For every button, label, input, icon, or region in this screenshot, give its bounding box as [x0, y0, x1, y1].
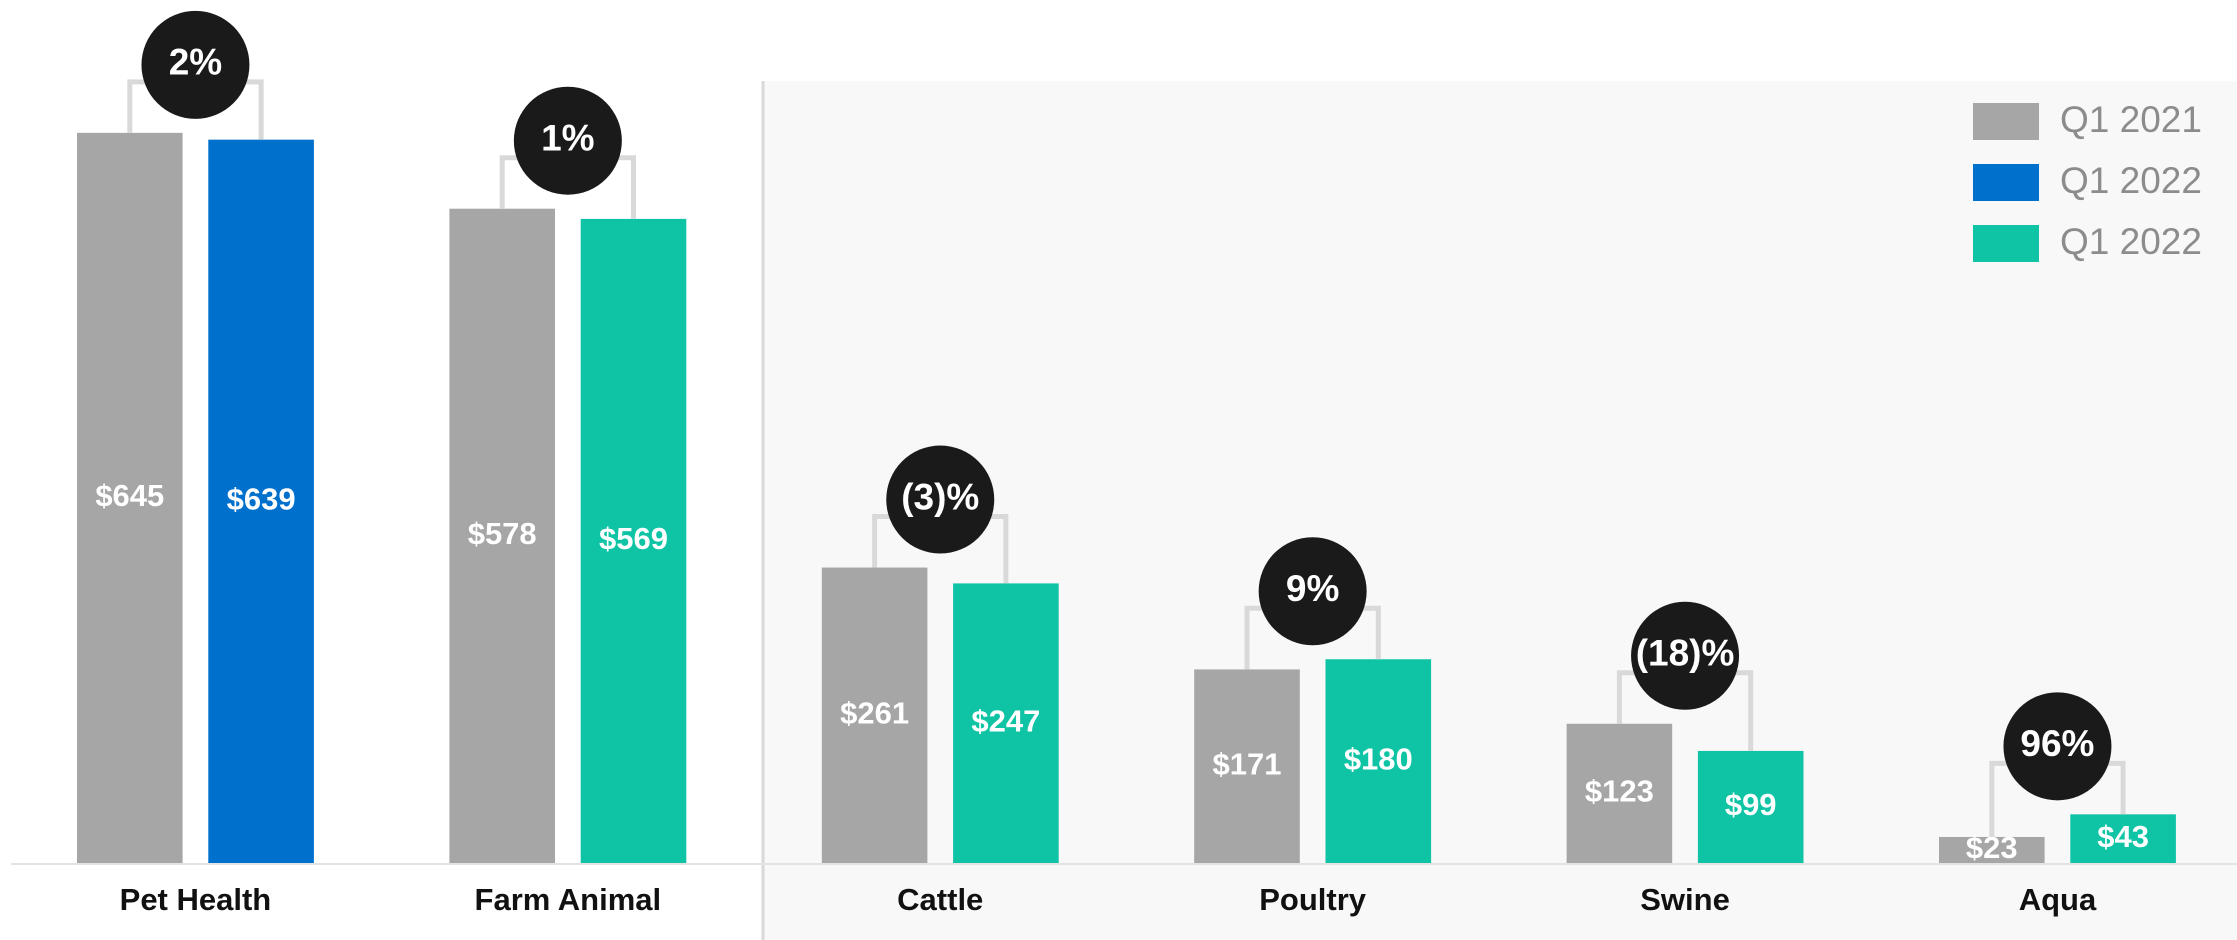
- change-badge: [513, 86, 622, 195]
- value-label: $123: [1585, 774, 1654, 809]
- bar: [449, 208, 555, 864]
- bar: [580, 218, 687, 864]
- bar: [208, 139, 314, 864]
- bar: [1194, 669, 1300, 863]
- change-badge: [2003, 692, 2112, 801]
- x-tick-label: Pet Health: [120, 882, 272, 917]
- value-label: $639: [227, 482, 296, 517]
- change-label: 96%: [2020, 723, 2094, 764]
- change-badge: [1258, 537, 1367, 646]
- bar: [821, 567, 928, 863]
- x-tick-label: Aqua: [2019, 882, 2097, 917]
- value-label: $569: [599, 521, 668, 556]
- change-badge: [886, 445, 995, 554]
- legend-label: Q1 2021: [2060, 99, 2202, 140]
- bar: [1697, 750, 1804, 863]
- bar: [953, 583, 1059, 863]
- change-label: 9%: [1286, 568, 1339, 609]
- legend-label: Q1 2022: [2060, 160, 2202, 201]
- change-label: (3)%: [901, 476, 979, 517]
- bar: [1325, 659, 1432, 863]
- legend-swatch: [1973, 103, 2039, 140]
- change-label: (18)%: [1636, 633, 1735, 674]
- value-label: $171: [1213, 746, 1282, 781]
- change-badge: [1631, 601, 1740, 710]
- bar: [77, 132, 183, 864]
- change-label: 2%: [169, 42, 222, 83]
- x-tick-label: Farm Animal: [475, 882, 662, 917]
- value-label: $43: [2097, 819, 2149, 854]
- legend-swatch: [1973, 164, 2039, 201]
- value-label: $180: [1344, 741, 1413, 776]
- bar: [1939, 836, 2045, 863]
- x-tick-label: Poultry: [1259, 882, 1367, 917]
- bar: [2070, 814, 2176, 863]
- value-label: $99: [1725, 787, 1777, 822]
- x-tick-label: Swine: [1640, 882, 1730, 917]
- value-label: $261: [840, 695, 909, 730]
- change-label: 1%: [541, 117, 594, 158]
- change-badge: [141, 10, 250, 119]
- value-label: $247: [971, 703, 1040, 738]
- x-tick-label: Cattle: [897, 882, 983, 917]
- legend-swatch: [1973, 225, 2039, 262]
- value-label: $578: [468, 516, 537, 551]
- value-label: $645: [95, 478, 164, 513]
- legend-label: Q1 2022: [2060, 221, 2202, 262]
- bar: [1566, 723, 1673, 863]
